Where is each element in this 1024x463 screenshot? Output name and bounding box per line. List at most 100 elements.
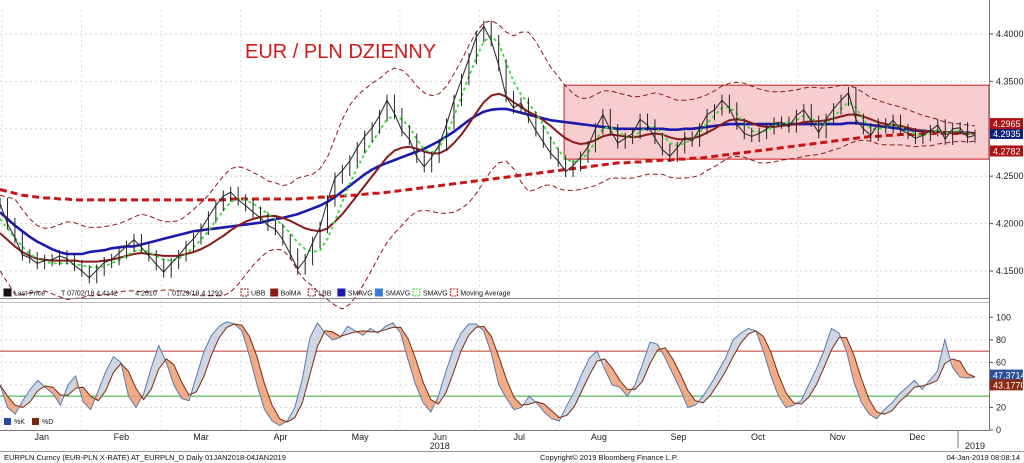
series-smavg-4: [0, 35, 976, 269]
stochastic-fill: [604, 358, 613, 385]
legend-label: SMAVG: [348, 291, 373, 298]
stochastic-fill: [105, 356, 114, 391]
stochastic-fill: [619, 380, 628, 397]
stochastic-fill: [718, 357, 726, 384]
series-ubb-5: [0, 20, 976, 229]
stochastic-series-group: [0, 321, 989, 427]
year-label-2019: 2019: [965, 441, 985, 451]
month-label-sep: Sep: [670, 432, 686, 442]
stochastic-fill: [650, 342, 658, 364]
stochastic-fill: [808, 369, 817, 398]
stochastic-fill: [672, 358, 681, 390]
stochastic-fill: [823, 328, 832, 368]
stochastic-fill: [763, 336, 771, 376]
stochastic-fill: [680, 373, 688, 408]
legend-swatch: [449, 288, 458, 297]
legend-label: Moving Average: [460, 291, 510, 298]
stochastic-fill: [83, 387, 91, 410]
stochastic-fill: [574, 373, 582, 407]
stochastic-badge: [990, 379, 1023, 391]
stochastic-fill: [491, 336, 499, 385]
stochastic-fill: [173, 364, 182, 399]
x-axis-months: Jan Feb Mar Apr May Jun Jul Aug Sep Oct Nov Dec 2018…: [35, 430, 985, 451]
stochastic-fill: [136, 388, 144, 408]
price-tick-label: 4.1500: [996, 266, 1024, 276]
legend-label: ↓ 01/29/18 4.1293: [167, 291, 223, 298]
stochastic-fill: [30, 380, 38, 402]
stochastic-fill: [959, 361, 968, 379]
legend-label: BolMA: [281, 291, 302, 298]
stochastic-fill: [196, 351, 205, 392]
stochastic-fill: [256, 356, 265, 410]
stochastic-fill: [151, 345, 159, 390]
legend-swatch: [3, 288, 12, 297]
footer-timestamp: 04-Jan-2019 08:08:14: [947, 453, 1020, 462]
stochastic-fill: [816, 351, 824, 385]
month-label-oct: Oct: [751, 432, 766, 442]
price-badge-label: 4.2782: [993, 146, 1021, 156]
stochastic-fill: [581, 357, 590, 391]
stochastic-fill: [952, 358, 960, 378]
stochastic-tick-label: 60: [996, 357, 1006, 367]
stochastic-legend-label: %K: [14, 419, 25, 426]
stochastic-fill: [408, 338, 416, 385]
stochastic-fill: [612, 368, 620, 388]
stochastic-fill: [665, 347, 673, 374]
price-tick-label: 4.4000: [996, 29, 1024, 39]
stochastic-fill: [566, 391, 575, 416]
stochastic-fill: [869, 399, 877, 419]
stochastic-fill: [468, 324, 477, 336]
stochastic-fill: [778, 374, 787, 408]
stochastic-fill: [733, 333, 741, 357]
year-label-2018: 2018: [430, 441, 450, 451]
footer-ticker: EURPLN Curncy (EUR-PLN X-RATE) AT_EURPLN…: [4, 453, 286, 462]
series-lbb-6: [0, 139, 976, 310]
stochastic-k-line: [0, 321, 976, 427]
legend-swatch: [270, 288, 279, 297]
legend-label: T 07/02/18 4.4142: [61, 291, 118, 298]
price-badge: [990, 145, 1023, 157]
stochastic-fill: [702, 384, 711, 403]
month-label-apr: Apr: [274, 432, 288, 442]
stochastic-fill: [7, 396, 16, 415]
stochastic-fill: [544, 404, 552, 419]
legend-swatch: [240, 288, 249, 297]
stochastic-fill: [846, 337, 855, 383]
month-label-jul: Jul: [514, 432, 526, 442]
legend-swatch: [412, 288, 421, 297]
stochastic-fill: [98, 371, 106, 401]
price-badge-label: 4.2965: [993, 119, 1021, 129]
stochastic-fill: [906, 380, 915, 396]
stochastic-fill: [181, 381, 189, 401]
legend-swatch: [374, 288, 383, 297]
stochastic-tick-label: 20: [996, 402, 1006, 412]
month-label-feb: Feb: [114, 432, 130, 442]
stochastic-fill: [899, 387, 907, 402]
legend-swatch: [337, 288, 346, 297]
stochastic-fill: [204, 335, 212, 376]
footer-copyright: Copyright© 2019 Bloomberg Finance L.P.: [540, 453, 678, 462]
stochastic-fill: [279, 418, 288, 426]
price-tick-label: 4.2500: [996, 171, 1024, 181]
price-tick-label: 4.2000: [996, 219, 1024, 229]
stochastic-fill: [309, 322, 318, 375]
series-moving-average-2: [0, 132, 975, 202]
stochastic-fill: [158, 345, 167, 370]
price-legend: Last Price T 07/02/18 4.4142 4.2610 ↓ 01/29…: [3, 288, 511, 298]
legend-label: 4.2610: [135, 291, 157, 298]
stochastic-fill: [302, 337, 310, 403]
stochastic-fill: [438, 371, 446, 405]
stochastic-fill: [52, 387, 61, 406]
stochastic-fill: [37, 380, 46, 391]
stochastic-fill: [68, 375, 76, 396]
consolidation-range-box: [563, 84, 990, 160]
month-label-may: May: [352, 432, 370, 442]
stochastic-tick-label: 80: [996, 335, 1006, 345]
stochastic-fill: [687, 390, 696, 408]
stochastic-fill: [272, 405, 280, 426]
stochastic-fill: [513, 397, 522, 410]
stochastic-tick-label: 0: [996, 425, 1001, 435]
legend-label: SMAVG: [423, 291, 448, 298]
legend-label: Last Price: [14, 291, 45, 298]
